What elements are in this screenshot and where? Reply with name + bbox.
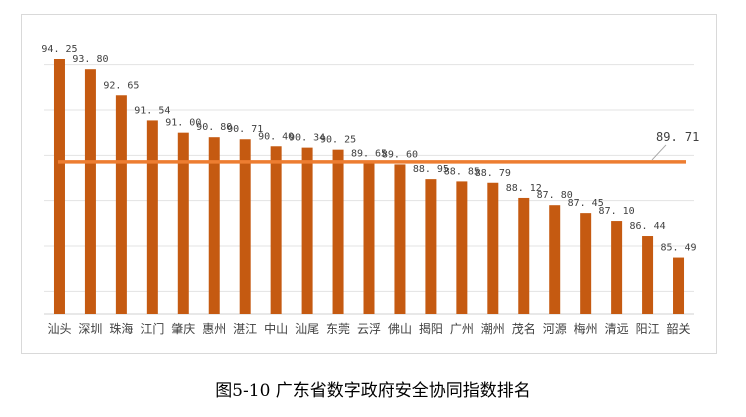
bar: [84, 69, 96, 314]
bar: [611, 221, 623, 314]
bar: [394, 164, 406, 314]
category-label: 河源: [543, 322, 567, 336]
bar: [642, 236, 654, 314]
category-label: 珠海: [109, 321, 133, 336]
bar: [425, 179, 437, 314]
category-label: 深圳: [78, 322, 102, 336]
data-label: 92. 65: [103, 80, 139, 91]
bar: [146, 120, 158, 314]
bar: [208, 137, 220, 314]
category-label: 佛山: [388, 322, 412, 336]
data-label: 89. 60: [382, 149, 418, 160]
category-label: 东莞: [326, 322, 350, 336]
category-label: 江门: [140, 321, 164, 336]
bar: [177, 132, 189, 314]
chart-frame: 94. 25 汕头 93. 80 深圳 92. 65 珠海 91. 54 江门 91. 00 肇庆…: [21, 14, 717, 354]
data-label: 86. 44: [630, 221, 666, 232]
bar: [363, 163, 375, 314]
data-label: 91. 00: [165, 118, 201, 129]
data-label: 93. 80: [72, 54, 108, 65]
average-label: 89. 71: [656, 130, 699, 144]
data-label: 88. 12: [506, 183, 542, 194]
category-label: 湛江: [233, 322, 257, 336]
data-label: 94. 25: [41, 44, 77, 55]
bar: [301, 147, 313, 314]
category-label: 潮州: [481, 321, 505, 336]
bar: [580, 213, 592, 314]
data-label: 88. 95: [413, 164, 449, 175]
figure-caption: 图5-10 广东省数字政府安全协同指数排名: [215, 381, 531, 401]
category-label: 肇庆: [171, 321, 195, 336]
data-label: 88. 85: [444, 166, 480, 177]
data-label: 91. 54: [134, 105, 170, 116]
data-label: 90. 71: [227, 124, 263, 135]
category-label: 广州: [450, 322, 474, 336]
data-label: 87. 80: [537, 190, 573, 201]
data-label: 87. 45: [568, 198, 604, 209]
data-label: 85. 49: [660, 243, 696, 254]
data-label: 87. 10: [599, 206, 635, 217]
data-label: 90. 34: [289, 133, 325, 144]
data-label: 88. 79: [475, 168, 511, 179]
category-label: 惠州: [202, 322, 226, 336]
data-label: 90. 40: [258, 131, 294, 142]
bar: [115, 95, 127, 315]
bar: [518, 197, 530, 314]
category-label: 汕尾: [295, 322, 319, 336]
category-label: 茂名: [512, 321, 536, 336]
category-label: 阳江: [636, 322, 660, 336]
category-label: 云浮: [357, 322, 381, 336]
data-label: 89. 65: [351, 148, 387, 159]
category-label: 汕头: [47, 322, 71, 336]
category-label: 清远: [605, 322, 629, 336]
data-label: 90. 25: [320, 135, 356, 146]
bar: [53, 59, 65, 314]
category-label: 韶关: [667, 321, 691, 336]
average-label-leader: [651, 144, 667, 161]
bar: [270, 146, 282, 314]
bar: [549, 205, 561, 314]
bar: [487, 182, 499, 314]
bar: [332, 149, 344, 314]
category-label: 梅州: [574, 321, 598, 336]
category-label: 中山: [264, 321, 288, 336]
bar: [673, 257, 685, 314]
bar-chart: 94. 25 汕头 93. 80 深圳 92. 65 珠海 91. 54 江门 91. 00 肇庆…: [41, 44, 699, 336]
bar: [456, 181, 468, 314]
data-label: 90. 80: [196, 122, 232, 133]
bar: [239, 139, 251, 314]
category-label: 揭阳: [419, 321, 443, 336]
